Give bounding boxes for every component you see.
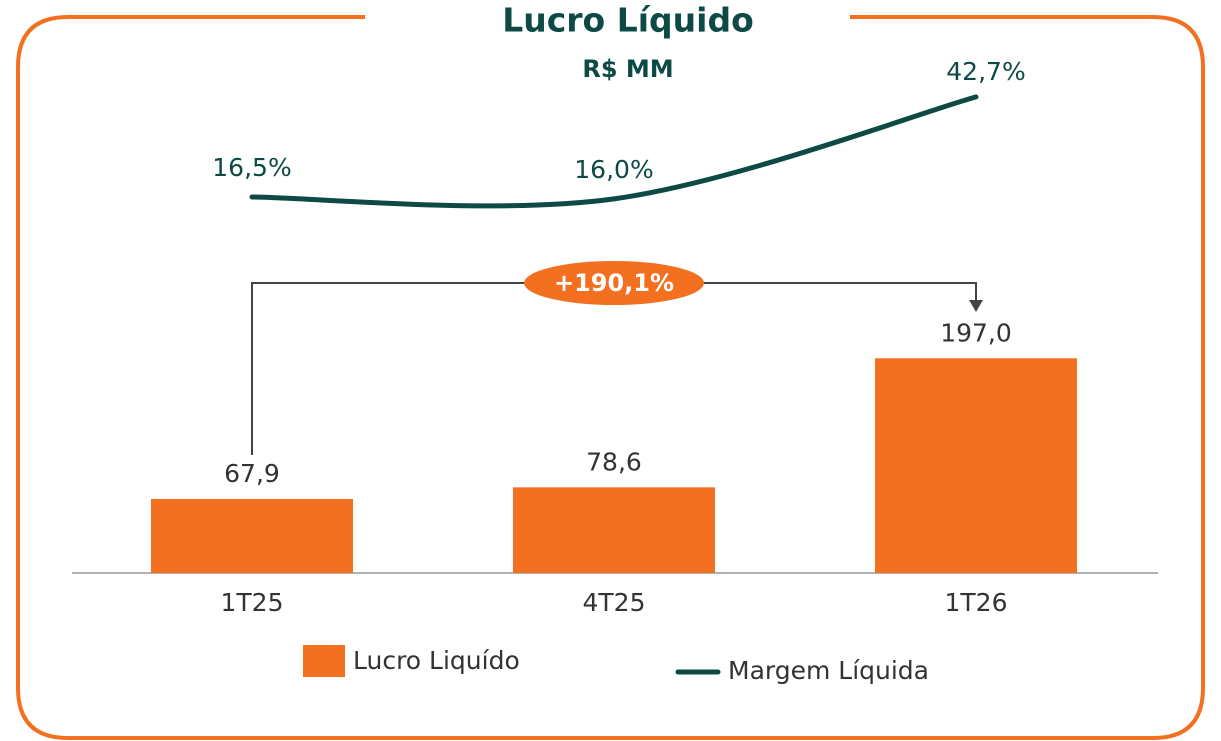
x-tick-label: 1T26: [945, 588, 1008, 617]
x-tick-label: 1T25: [221, 588, 284, 617]
data-label: 197,0: [940, 318, 1012, 347]
data-label: 16,0%: [574, 155, 653, 184]
bar: [513, 487, 715, 573]
chart-subtitle: R$ MM: [582, 55, 673, 83]
growth-bracket: [251, 282, 977, 455]
margin-line: [249, 94, 979, 209]
frame: [16, 15, 1205, 740]
data-label: 16,5%: [212, 153, 291, 182]
growth-label: +190,1%: [554, 269, 674, 297]
chart-title: Lucro Líquido: [502, 1, 754, 40]
data-label: 67,9: [224, 459, 280, 488]
bar: [151, 498, 353, 573]
legend-swatch: [303, 645, 345, 677]
growth-badge: [524, 261, 704, 305]
legend-label: Lucro Liquído: [353, 646, 520, 675]
arrow-head: [969, 300, 983, 312]
x-tick-label: 4T25: [583, 588, 646, 617]
bar: [875, 358, 1077, 573]
data-label: 42,7%: [946, 57, 1025, 86]
data-label: 78,6: [586, 447, 642, 476]
legend-label: Margem Líquida: [728, 656, 929, 685]
